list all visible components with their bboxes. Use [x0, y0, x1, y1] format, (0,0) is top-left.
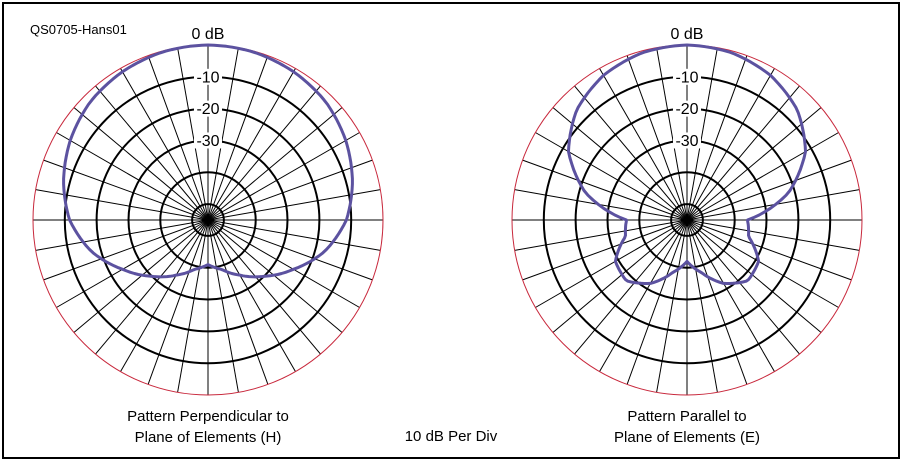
- ring-label-bg: [673, 68, 701, 85]
- spoke: [207, 219, 296, 372]
- spoke: [207, 68, 296, 221]
- spoke: [207, 219, 381, 251]
- spoke: [535, 219, 688, 308]
- caption-e-line2: Plane of Elements (E): [614, 429, 760, 446]
- db-ring: [670, 203, 704, 237]
- spoke: [207, 132, 360, 221]
- spoke: [147, 55, 209, 221]
- figure-id: QS0705-Hans01: [30, 22, 127, 37]
- scale-label: 10 dB Per Div: [405, 428, 498, 445]
- ring-label-bg: [194, 132, 222, 149]
- caption-e-line1: Pattern Parallel to: [627, 408, 746, 425]
- spoke: [43, 219, 209, 281]
- ring-label: -30: [675, 133, 698, 150]
- spoke: [686, 219, 839, 308]
- spoke: [599, 68, 688, 221]
- spoke: [574, 219, 688, 355]
- spoke: [120, 219, 209, 372]
- ring-label-bg: [673, 132, 701, 149]
- spoke: [686, 219, 748, 385]
- spoke: [686, 219, 852, 281]
- spoke: [626, 219, 688, 385]
- polar-chart-e-plane: -10 -20 -30 0 dB: [511, 26, 863, 396]
- spoke: [56, 132, 209, 221]
- spoke: [686, 219, 718, 393]
- spoke: [522, 159, 688, 221]
- db-ring: [159, 171, 257, 269]
- spoke: [686, 219, 775, 372]
- ring-label-bg: [194, 68, 222, 85]
- spoke: [207, 219, 239, 393]
- ring-label: -20: [675, 101, 698, 118]
- spoke: [120, 68, 209, 221]
- spoke: [686, 219, 800, 355]
- spoke: [686, 132, 839, 221]
- ring-label: -10: [675, 69, 698, 86]
- spoke: [656, 47, 688, 221]
- spoke: [95, 219, 209, 355]
- spoke: [207, 85, 321, 221]
- spoke: [626, 55, 688, 221]
- spoke: [686, 47, 718, 221]
- spoke: [514, 219, 688, 251]
- spoke: [686, 219, 860, 251]
- caption-h-line2: Plane of Elements (H): [135, 429, 282, 446]
- spoke: [207, 219, 373, 281]
- spoke: [56, 219, 209, 308]
- ring-label: -10: [196, 69, 219, 86]
- spoke: [686, 159, 852, 221]
- spoke: [535, 132, 688, 221]
- spoke: [207, 159, 373, 221]
- spoke: [207, 47, 239, 221]
- spoke: [686, 55, 748, 221]
- spoke: [207, 107, 343, 221]
- db-ring: [191, 203, 225, 237]
- polar-chart-h-plane: -10 -20 -30 0 dB: [32, 26, 384, 396]
- spoke: [35, 219, 209, 251]
- pattern-trace: [567, 43, 807, 285]
- ring-label-bg: [194, 100, 222, 117]
- spoke: [552, 219, 688, 333]
- top-label: 0 dB: [671, 26, 704, 43]
- spoke: [599, 219, 688, 372]
- spoke: [686, 107, 822, 221]
- db-ring: [638, 171, 736, 269]
- spoke: [147, 219, 209, 385]
- caption-h-line1: Pattern Perpendicular to: [127, 408, 289, 425]
- spoke: [177, 47, 209, 221]
- spoke: [522, 219, 688, 281]
- spoke: [207, 55, 269, 221]
- spoke: [656, 219, 688, 393]
- ring-label: -30: [196, 133, 219, 150]
- ring-label-bg: [673, 100, 701, 117]
- spoke: [686, 219, 822, 333]
- spoke: [207, 219, 321, 355]
- top-label: 0 dB: [192, 26, 225, 43]
- spoke: [686, 68, 775, 221]
- spoke: [177, 219, 209, 393]
- spoke: [552, 107, 688, 221]
- ring-label: -20: [196, 101, 219, 118]
- spoke: [574, 85, 688, 221]
- spoke: [73, 107, 209, 221]
- pattern-trace: [62, 43, 354, 279]
- spoke: [43, 159, 209, 221]
- spoke: [207, 219, 269, 385]
- spoke: [686, 85, 800, 221]
- spoke: [207, 219, 360, 308]
- spoke: [95, 85, 209, 221]
